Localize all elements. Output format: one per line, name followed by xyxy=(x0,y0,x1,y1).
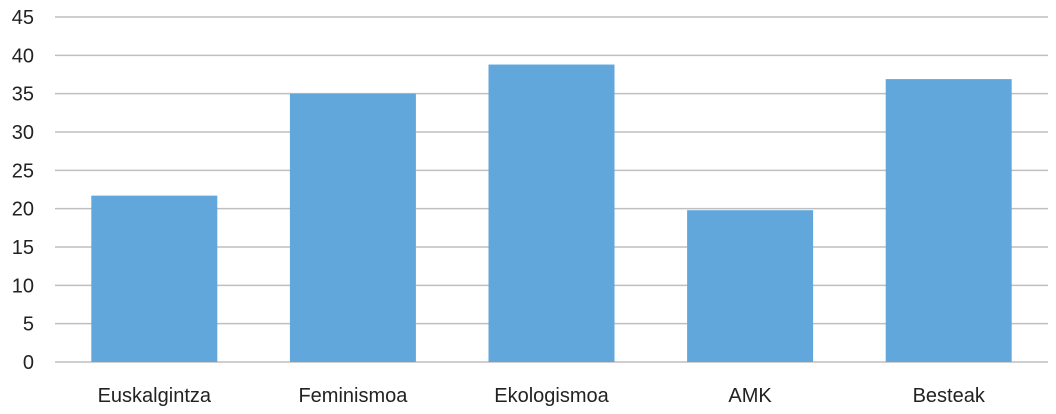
bar-euskalgintza xyxy=(91,195,218,362)
y-tick-label: 0 xyxy=(23,352,34,374)
x-axis-labels: Euskalgintza Feminismoa Ekologismoa AMK Best… xyxy=(98,385,986,407)
x-category-label: Feminismoa xyxy=(298,385,408,407)
y-tick-label: 10 xyxy=(12,275,34,297)
y-tick-label: 40 xyxy=(12,45,34,67)
y-tick-label: 15 xyxy=(12,237,34,259)
y-tick-label: 45 xyxy=(12,7,34,29)
bar-amk xyxy=(687,210,814,362)
y-tick-label: 35 xyxy=(12,84,34,106)
y-tick-label: 30 xyxy=(12,122,34,144)
bar-ekologismoa xyxy=(488,64,615,363)
y-tick-label: 5 xyxy=(23,314,34,336)
x-category-label: AMK xyxy=(728,385,772,407)
bar-feminismoa xyxy=(289,93,416,363)
x-category-label: Besteak xyxy=(913,385,986,407)
x-category-label: Euskalgintza xyxy=(98,385,212,407)
y-tick-label: 25 xyxy=(12,160,34,182)
bars xyxy=(91,64,1012,363)
y-axis-ticks: 0 5 10 15 20 25 30 35 40 45 xyxy=(12,7,34,374)
bar-besteak xyxy=(885,79,1012,362)
x-category-label: Ekologismoa xyxy=(494,385,609,407)
y-tick-label: 20 xyxy=(12,199,34,221)
